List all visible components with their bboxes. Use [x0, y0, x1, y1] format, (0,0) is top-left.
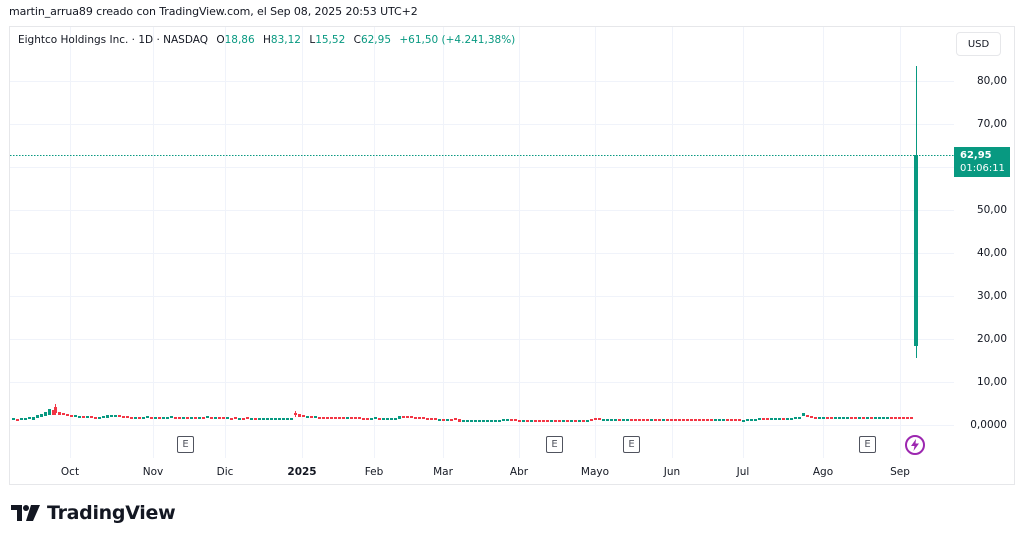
time-label-sep: Sep	[890, 466, 910, 478]
time-label-nov: Nov	[142, 466, 164, 478]
high-label: H	[263, 34, 271, 46]
bar-countdown: 01:06:11	[960, 163, 1005, 174]
change-value: +61,50 (+4.241,38%)	[399, 34, 516, 46]
time-label-feb: Feb	[364, 466, 384, 478]
time-label-mar: Mar	[433, 466, 453, 478]
earnings-marker[interactable]: E	[177, 436, 194, 453]
time-label-jul: Jul	[736, 466, 750, 478]
tradingview-logo-icon	[11, 505, 40, 521]
chart-plot-area[interactable]: Eightco Holdings Inc. · 1D · NASDAQ O18,…	[10, 27, 954, 458]
price-label-20: 20,00	[976, 333, 1007, 345]
price-label-0: 0,0000	[970, 419, 1007, 431]
attribution-text: martin_arrua89 creado con TradingView.co…	[9, 5, 418, 18]
time-label-mayo: Mayo	[580, 466, 610, 478]
price-label-10: 10,00	[976, 376, 1007, 388]
small-candles	[12, 404, 913, 422]
chart-canvas	[10, 27, 954, 458]
tradingview-logo[interactable]: TradingView	[11, 502, 176, 524]
tradingview-logo-text: TradingView	[47, 502, 176, 524]
last-candle	[914, 66, 918, 358]
low-label: L	[309, 34, 316, 46]
lightning-icon[interactable]	[905, 435, 925, 455]
price-label-30: 30,00	[976, 290, 1007, 302]
earnings-marker[interactable]: E	[859, 436, 876, 453]
earnings-marker[interactable]: E	[546, 436, 563, 453]
last-price-value: 62,95	[960, 150, 992, 161]
symbol-name[interactable]: Eightco Holdings Inc. · 1D · NASDAQ	[18, 34, 208, 46]
price-label-70: 70,00	[976, 118, 1007, 130]
close-value: 62,95	[360, 34, 391, 46]
price-label-80: 80,00	[976, 75, 1007, 87]
earnings-marker[interactable]: E	[623, 436, 640, 453]
chart-container[interactable]: Eightco Holdings Inc. · 1D · NASDAQ O18,…	[9, 26, 1015, 485]
price-label-40: 40,00	[976, 247, 1007, 259]
open-value: 18,86	[224, 34, 255, 46]
time-axis[interactable]: Oct Nov Dic 2025 Feb Mar Abr Mayo Jun Ju…	[10, 458, 954, 485]
time-label-2025: 2025	[287, 466, 317, 478]
low-value: 15,52	[315, 34, 346, 46]
time-label-abr: Abr	[509, 466, 529, 478]
time-label-oct: Oct	[60, 466, 80, 478]
time-label-dic: Dic	[216, 466, 234, 478]
time-label-ago: Ago	[812, 466, 834, 478]
high-value: 83,12	[270, 34, 301, 46]
price-axis[interactable]: 80,00 70,00 50,00 40,00 30,00 20,00 10,0…	[954, 27, 1015, 458]
price-label-50: 50,00	[976, 204, 1007, 216]
last-price-tag: 62,95 01:06:11	[954, 147, 1010, 177]
symbol-legend: Eightco Holdings Inc. · 1D · NASDAQ O18,…	[18, 34, 515, 46]
currency-button[interactable]: USD	[956, 32, 1001, 56]
close-label: C	[353, 34, 361, 46]
open-label: O	[216, 34, 225, 46]
time-label-jun: Jun	[663, 466, 681, 478]
